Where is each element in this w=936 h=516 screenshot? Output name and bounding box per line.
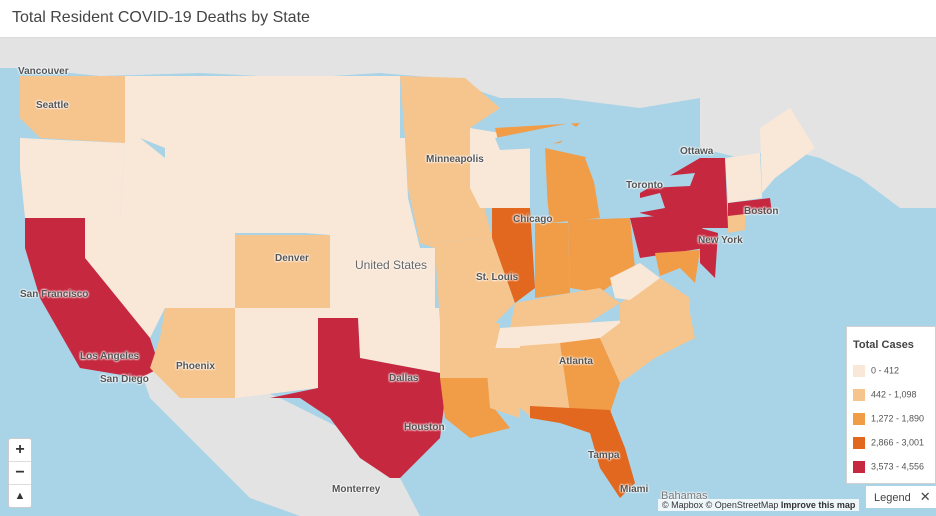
state-south-dakota[interactable] <box>305 138 408 198</box>
zoom-controls: + − ▲ <box>8 438 32 508</box>
state-utah[interactable] <box>165 218 235 308</box>
legend-item: 3,573 - 4,556 <box>853 461 924 473</box>
land-canada <box>0 38 936 158</box>
map-canvas[interactable]: Vancouver Seattle Ottawa Minneapolis Tor… <box>0 38 936 516</box>
legend-panel: Total Cases 0 - 412 442 - 1,098 1,272 - … <box>846 326 936 484</box>
state-illinois[interactable] <box>492 208 535 303</box>
state-north-carolina[interactable] <box>600 313 695 358</box>
state-connecticut[interactable] <box>728 213 745 233</box>
city-atlanta: Atlanta <box>559 356 593 367</box>
page-title: Total Resident COVID-19 Deaths by State <box>12 9 310 26</box>
city-san-francisco: San Francisco <box>20 289 89 300</box>
city-dallas: Dallas <box>389 373 419 384</box>
state-nebraska[interactable] <box>305 198 420 248</box>
state-michigan[interactable] <box>545 148 600 223</box>
state-vermont-nh[interactable] <box>725 153 762 203</box>
state-oregon[interactable] <box>20 138 125 218</box>
city-ottawa: Ottawa <box>680 146 714 157</box>
legend-item: 1,272 - 1,890 <box>853 413 924 425</box>
map-attribution: © Mapbox © OpenStreetMap Improve this ma… <box>658 499 860 511</box>
state-indiana[interactable] <box>535 223 570 298</box>
city-chicago: Chicago <box>513 214 553 225</box>
state-arkansas[interactable] <box>440 323 500 378</box>
legend-toggle-label: Legend <box>874 492 911 504</box>
state-missouri[interactable] <box>420 238 515 323</box>
country-label: United States <box>355 258 428 272</box>
state-montana[interactable] <box>140 76 305 148</box>
city-los-angeles: Los Angeles <box>80 351 140 362</box>
city-miami: Miami <box>620 484 649 495</box>
states-layer[interactable] <box>20 76 815 498</box>
legend-label: 0 - 412 <box>871 365 900 376</box>
state-new-jersey[interactable] <box>700 228 718 278</box>
city-houston: Houston <box>404 422 445 433</box>
state-texas[interactable] <box>270 318 445 478</box>
legend-title: Total Cases <box>853 339 914 351</box>
city-phoenix: Phoenix <box>176 361 215 372</box>
city-tampa: Tampa <box>588 450 620 461</box>
state-kentucky[interactable] <box>510 288 620 328</box>
state-west-virginia[interactable] <box>610 263 660 300</box>
state-kansas[interactable] <box>330 248 435 308</box>
legend-swatch <box>853 437 865 449</box>
land-northeast-canada <box>700 98 936 208</box>
city-minneapolis: Minneapolis <box>426 154 484 165</box>
state-maine[interactable] <box>760 108 815 193</box>
zoom-in-button[interactable]: + <box>9 439 31 462</box>
state-louisiana[interactable] <box>440 378 510 438</box>
state-idaho[interactable] <box>120 76 165 218</box>
city-seattle: Seattle <box>36 100 69 111</box>
state-maryland[interactable] <box>655 250 700 283</box>
state-iowa[interactable] <box>408 188 492 243</box>
legend-label: 442 - 1,098 <box>871 389 917 400</box>
state-virginia[interactable] <box>620 278 690 323</box>
legend-label: 2,866 - 3,001 <box>871 437 925 448</box>
improve-map-link[interactable]: Improve this map <box>780 500 856 510</box>
header: Total Resident COVID-19 Deaths by State <box>0 0 936 38</box>
legend-item: 442 - 1,098 <box>853 389 917 401</box>
zoom-out-button[interactable]: − <box>9 462 31 485</box>
state-oklahoma[interactable] <box>318 308 440 373</box>
city-san-diego: San Diego <box>100 374 149 385</box>
state-wyoming[interactable] <box>165 148 305 233</box>
state-california[interactable] <box>25 218 160 378</box>
city-denver: Denver <box>275 253 309 264</box>
legend-swatch <box>853 413 865 425</box>
state-washington[interactable] <box>20 76 125 143</box>
state-georgia[interactable] <box>560 338 620 413</box>
close-icon[interactable]: ✕ <box>919 489 931 504</box>
legend-label: 1,272 - 1,890 <box>871 413 925 424</box>
mapbox-link[interactable]: © Mapbox <box>662 500 704 510</box>
state-new-york[interactable] <box>640 158 728 228</box>
city-boston: Boston <box>744 206 779 217</box>
osm-link[interactable]: © OpenStreetMap <box>705 500 779 510</box>
state-nevada[interactable] <box>85 218 165 338</box>
city-st-louis: St. Louis <box>476 272 519 283</box>
state-alabama[interactable] <box>520 343 570 416</box>
state-colorado[interactable] <box>235 235 330 308</box>
legend-item: 0 - 412 <box>853 365 899 377</box>
state-mississippi[interactable] <box>485 348 520 418</box>
great-lakes <box>495 123 695 218</box>
state-florida[interactable] <box>530 406 635 498</box>
legend-toggle-button[interactable]: Legend ✕ <box>866 486 936 508</box>
state-massachusetts[interactable] <box>728 198 772 216</box>
state-arizona[interactable] <box>150 308 235 398</box>
compass-button[interactable]: ▲ <box>14 490 26 502</box>
city-vancouver: Vancouver <box>18 66 69 77</box>
legend-item: 2,866 - 3,001 <box>853 437 924 449</box>
state-minnesota[interactable] <box>400 76 500 188</box>
legend-swatch <box>853 389 865 401</box>
city-monterrey: Monterrey <box>332 484 381 495</box>
city-toronto: Toronto <box>626 180 664 191</box>
legend-label: 3,573 - 4,556 <box>871 461 925 472</box>
city-new-york: New York <box>698 235 743 246</box>
state-new-mexico[interactable] <box>235 308 318 398</box>
land-mexico <box>140 368 420 516</box>
legend-swatch <box>853 365 865 377</box>
legend-swatch <box>853 461 865 473</box>
map-svg[interactable] <box>0 38 936 516</box>
state-north-dakota[interactable] <box>305 76 400 138</box>
